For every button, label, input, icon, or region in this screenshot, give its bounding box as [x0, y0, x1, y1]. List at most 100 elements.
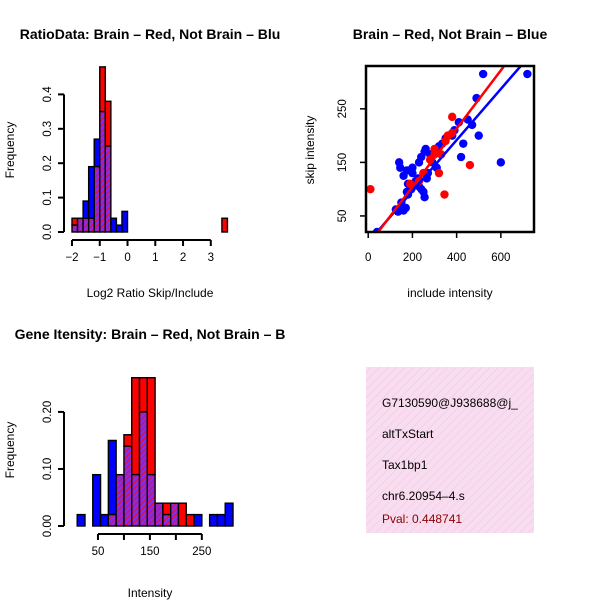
overlap-bar [115, 473, 125, 527]
not-brain-bar [99, 513, 110, 527]
ratio-histogram-bars [71, 66, 229, 233]
x-tick-label: 0 [124, 252, 130, 264]
not-brain-bar [224, 502, 234, 527]
not-brain-point [399, 171, 408, 180]
not-brain-point [459, 139, 468, 148]
not-brain-point [396, 163, 405, 172]
overlap-bar [154, 502, 164, 527]
x-tick-label: 400 [447, 252, 466, 264]
not-brain-bar [121, 210, 129, 233]
y-tick-label: 0.20 [42, 401, 54, 423]
brain-point [440, 190, 449, 199]
scatter-axes: 0 200 400 600 50 150 250 [337, 64, 536, 264]
overlap-bar [169, 502, 180, 527]
overlap-bar [131, 473, 141, 527]
overlap-bar [93, 165, 101, 233]
intensity-histogram-bars [76, 377, 234, 527]
not-brain-point [474, 131, 483, 140]
y-tick-label: 50 [337, 210, 349, 223]
not-brain-point [478, 69, 488, 79]
y-tick-label: 0.4 [42, 86, 54, 103]
overlap-bar [104, 145, 112, 233]
x-tick-label: 600 [491, 252, 510, 264]
x-tick-label: −1 [93, 252, 106, 264]
overlap-bar [76, 217, 84, 233]
brain-bar [185, 513, 195, 527]
scatter-ylabel: skip intensity [303, 116, 317, 185]
brain-bar [131, 377, 141, 476]
not-brain-bar [76, 513, 86, 527]
brain-bar [99, 66, 107, 113]
brain-point [448, 112, 457, 122]
brain-bar [221, 217, 229, 233]
x-tick-label: 1 [152, 252, 158, 264]
scatter-plot-area [366, 66, 532, 232]
not-brain-point [408, 163, 417, 172]
info-event-type: altTxStart [382, 427, 434, 441]
info-panel: G7130590@J938688@j_ altTxStart Tax1bp1 c… [366, 367, 534, 533]
x-tick-label: 200 [403, 252, 422, 264]
info-pval: Pval: 0.448741 [382, 512, 462, 526]
intensity-histogram-panel: Gene Itensity: Brain – Red, Not Brain – … [3, 326, 285, 600]
brain-point [465, 160, 475, 170]
info-location: chr6.20954–4.s [382, 489, 465, 503]
not-brain-point [523, 69, 532, 79]
y-tick-label: 250 [337, 99, 349, 118]
brain-bar [177, 502, 187, 527]
x-tick-label: 3 [208, 252, 214, 264]
overlap-bar [138, 411, 149, 527]
brain-point [434, 168, 444, 178]
scatter-panel: Brain – Red, Not Brain – Blue include in… [303, 26, 547, 300]
x-tick-label: 2 [180, 252, 186, 264]
not-brain-point [456, 152, 466, 162]
brain-bar [71, 217, 79, 226]
brain-bar [104, 100, 112, 147]
y-tick-label: 0.10 [42, 458, 54, 480]
not-brain-bar [107, 439, 117, 516]
not-brain-point [420, 192, 429, 202]
brain-point [366, 184, 375, 194]
not-brain-fit-line [376, 66, 522, 232]
brain-bar [162, 502, 172, 516]
overlap-bar [162, 513, 172, 527]
overlap-bar [71, 224, 79, 233]
overlap-bar [82, 217, 90, 233]
not-brain-bar [115, 224, 123, 233]
info-probe-id: G7130590@J938688@j_ [382, 396, 518, 410]
info-box-background [366, 367, 534, 533]
x-tick-label: 150 [140, 546, 159, 558]
overlap-bar [123, 445, 133, 527]
ratio-histogram-panel: RatioData: Brain – Red, Not Brain – Blu … [3, 26, 280, 300]
ratio-histogram-xlabel: Log2 Ratio Skip/Include [87, 286, 214, 300]
y-tick-label: 0.3 [42, 121, 54, 137]
brain-point [430, 144, 439, 154]
not-brain-bar [216, 513, 226, 527]
x-tick-label: 0 [365, 252, 371, 264]
not-brain-bar [193, 513, 203, 527]
overlap-bar [107, 513, 117, 527]
y-tick-label: 0.1 [42, 190, 54, 206]
not-brain-point [496, 158, 506, 167]
not-brain-bar [82, 200, 90, 219]
not-brain-bar [110, 217, 118, 233]
y-tick-label: 0.00 [42, 515, 54, 537]
ratio-histogram-ylabel: Frequency [3, 122, 17, 179]
intensity-histogram-ylabel: Frequency [3, 422, 17, 479]
y-tick-label: 150 [337, 153, 349, 172]
intensity-histogram-axes: 50 150 250 0.00 0.10 0.20 [42, 401, 211, 558]
brain-bar [123, 434, 133, 447]
overlap-bar [87, 217, 95, 233]
intensity-histogram-title: Gene Itensity: Brain – Red, Not Brain – … [15, 326, 286, 342]
plot-frame [364, 64, 536, 234]
scatter-title: Brain – Red, Not Brain – Blue [353, 26, 548, 42]
not-brain-bar [92, 473, 102, 527]
not-brain-bar [208, 513, 219, 527]
ratio-histogram-title: RatioData: Brain – Red, Not Brain – Blu [20, 26, 281, 42]
brain-fit-line [377, 66, 506, 232]
x-tick-label: 250 [192, 546, 211, 558]
intensity-histogram-xlabel: Intensity [128, 586, 173, 600]
y-tick-label: 0.2 [42, 155, 54, 171]
brain-bar [138, 377, 149, 413]
not-brain-bar [93, 138, 101, 168]
y-tick-label: 0.0 [42, 224, 54, 240]
